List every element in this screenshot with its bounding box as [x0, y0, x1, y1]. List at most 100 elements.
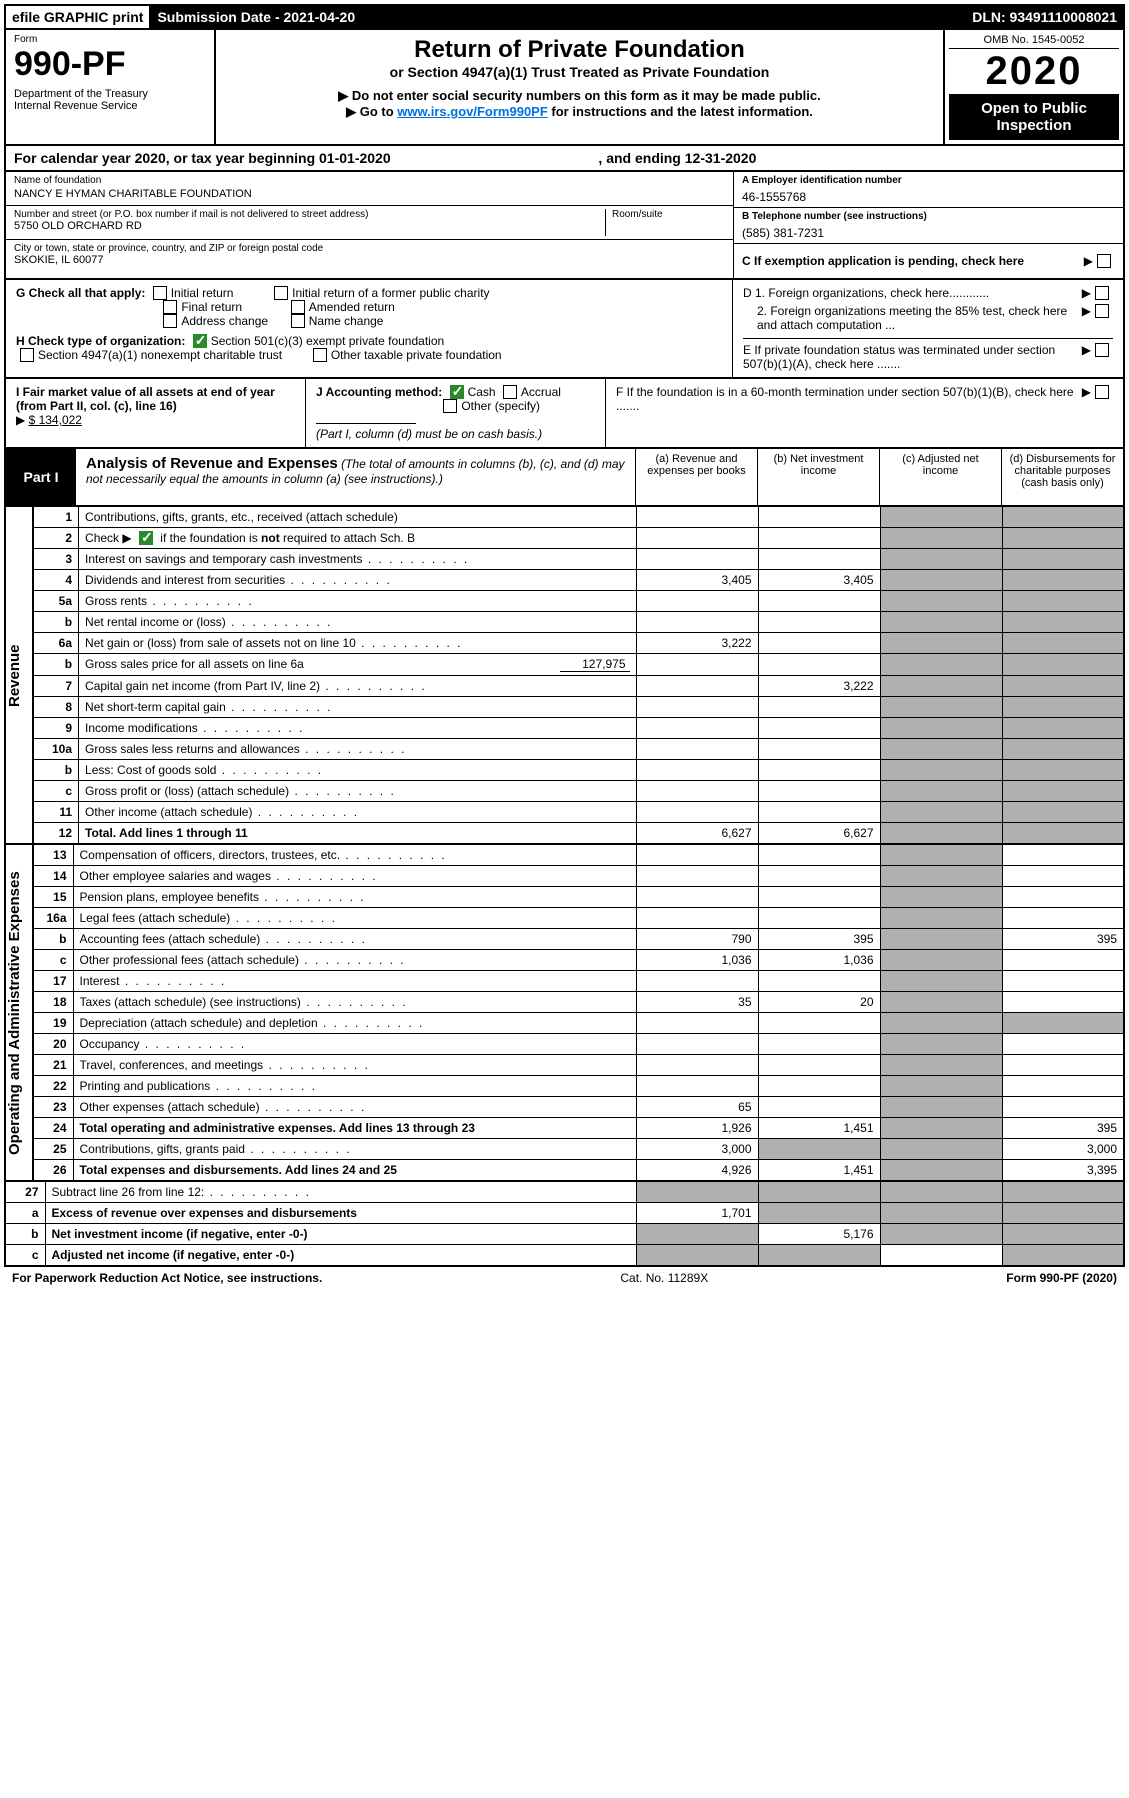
f-checkbox[interactable] — [1095, 385, 1109, 399]
line-number: 10a — [33, 739, 79, 760]
line-number: 16a — [33, 908, 73, 929]
g-name-change-checkbox[interactable] — [291, 314, 305, 328]
expenses-table: Operating and Administrative Expenses13C… — [4, 845, 1125, 1182]
line-number: c — [33, 781, 79, 802]
col-d-header: (d) Disbursements for charitable purpose… — [1001, 449, 1123, 505]
amount-cell — [1002, 845, 1124, 866]
amount-cell — [1002, 950, 1124, 971]
foundation-name-label: Name of foundation — [14, 175, 725, 186]
amount-cell: 4,926 — [636, 1160, 758, 1182]
amount-cell — [1002, 1097, 1124, 1118]
line-description: Gross sales less returns and allowances — [79, 739, 636, 760]
submission-date: Submission Date - 2021-04-20 — [151, 6, 361, 28]
line-number: 2 — [33, 528, 79, 549]
part1-title: Analysis of Revenue and Expenses — [86, 455, 338, 472]
line-description: Less: Cost of goods sold — [79, 760, 636, 781]
amount-cell — [880, 633, 1002, 654]
amount-cell — [636, 612, 758, 633]
part1-label: Part I — [6, 449, 76, 505]
c-checkbox[interactable] — [1097, 254, 1111, 268]
amount-cell: 3,000 — [1002, 1139, 1124, 1160]
d2-checkbox[interactable] — [1095, 304, 1109, 318]
amount-cell — [1002, 549, 1124, 570]
line-description: Net investment income (if negative, ente… — [45, 1224, 636, 1245]
amount-cell — [1002, 1055, 1124, 1076]
line-number: 18 — [33, 992, 73, 1013]
amount-cell — [636, 1055, 758, 1076]
col-a-header: (a) Revenue and expenses per books — [635, 449, 757, 505]
g-address-change-checkbox[interactable] — [163, 314, 177, 328]
h-other-checkbox[interactable] — [313, 348, 327, 362]
h-501c3-checkbox[interactable] — [193, 334, 207, 348]
line-number: 3 — [33, 549, 79, 570]
amount-cell: 1,036 — [758, 950, 880, 971]
amount-cell: 3,405 — [758, 570, 880, 591]
amount-cell — [1002, 1034, 1124, 1055]
line-number: 19 — [33, 1013, 73, 1034]
goto-post: for instructions and the latest informat… — [548, 104, 813, 119]
amount-cell — [880, 507, 1002, 528]
amount-cell — [758, 1055, 880, 1076]
amount-cell — [758, 528, 880, 549]
j-accrual-checkbox[interactable] — [503, 385, 517, 399]
amount-cell — [1002, 633, 1124, 654]
amount-cell — [636, 908, 758, 929]
efile-label: efile GRAPHIC print — [6, 6, 149, 28]
line-description: Net rental income or (loss) — [79, 612, 636, 633]
amount-cell — [880, 802, 1002, 823]
line-description: Gross profit or (loss) (attach schedule) — [79, 781, 636, 802]
e-label: E If private foundation status was termi… — [743, 343, 1082, 371]
amount-cell — [880, 1013, 1002, 1034]
line-number: b — [5, 1224, 45, 1245]
amount-cell — [1002, 1182, 1124, 1203]
e-checkbox[interactable] — [1095, 343, 1109, 357]
dept-line2: Internal Revenue Service — [14, 100, 206, 112]
amount-cell: 395 — [1002, 929, 1124, 950]
amount-cell — [636, 507, 758, 528]
amount-cell — [1002, 908, 1124, 929]
arrow-icon: ▶ — [16, 413, 25, 427]
amount-cell — [636, 760, 758, 781]
amount-cell — [880, 1224, 1002, 1245]
g-initial-former-checkbox[interactable] — [274, 286, 288, 300]
amount-cell — [636, 781, 758, 802]
amount-cell — [636, 1076, 758, 1097]
amount-cell — [636, 1182, 758, 1203]
g-label: G Check all that apply: — [16, 286, 145, 300]
amount-cell — [880, 760, 1002, 781]
amount-cell — [1002, 802, 1124, 823]
city: SKOKIE, IL 60077 — [14, 254, 725, 266]
g-final-return-checkbox[interactable] — [163, 300, 177, 314]
g-final-return: Final return — [181, 300, 242, 314]
j-other-checkbox[interactable] — [443, 399, 457, 413]
inline-checkbox[interactable] — [139, 531, 153, 545]
side-label: Operating and Administrative Expenses — [5, 845, 33, 1181]
line-number: 22 — [33, 1076, 73, 1097]
amount-cell — [1002, 612, 1124, 633]
arrow-icon: ▶ — [1082, 343, 1091, 357]
g-amended-checkbox[interactable] — [291, 300, 305, 314]
amount-cell — [1002, 1203, 1124, 1224]
line-description: Contributions, gifts, grants, etc., rece… — [79, 507, 636, 528]
i-value: $ 134,022 — [29, 413, 82, 427]
d1-checkbox[interactable] — [1095, 286, 1109, 300]
line-description: Adjusted net income (if negative, enter … — [45, 1245, 636, 1267]
g-initial-return-checkbox[interactable] — [153, 286, 167, 300]
amount-cell — [1002, 1013, 1124, 1034]
amount-cell — [636, 1245, 758, 1267]
line-description: Total operating and administrative expen… — [73, 1118, 636, 1139]
amount-cell: 6,627 — [636, 823, 758, 845]
goto-link[interactable]: www.irs.gov/Form990PF — [397, 104, 548, 119]
i-label: I Fair market value of all assets at end… — [16, 385, 275, 413]
line-number: 24 — [33, 1118, 73, 1139]
line-number: 25 — [33, 1139, 73, 1160]
form-title: Return of Private Foundation — [226, 36, 933, 64]
amount-cell — [880, 1139, 1002, 1160]
c-label: C If exemption application is pending, c… — [742, 254, 1084, 268]
j-cash-checkbox[interactable] — [450, 385, 464, 399]
d2-label: 2. Foreign organizations meeting the 85%… — [743, 304, 1082, 332]
dept-line1: Department of the Treasury — [14, 88, 206, 100]
address: 5750 OLD ORCHARD RD — [14, 220, 605, 232]
h-4947-checkbox[interactable] — [20, 348, 34, 362]
amount-cell — [880, 866, 1002, 887]
